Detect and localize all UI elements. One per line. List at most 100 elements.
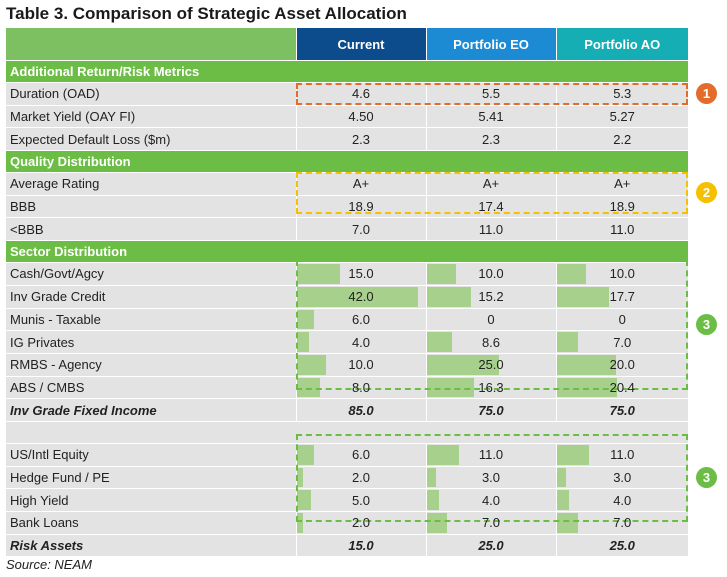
cell-value: 11.0 xyxy=(555,443,688,467)
cell-value: 18.9 xyxy=(295,195,426,219)
row-label: Expected Default Loss ($m) xyxy=(6,127,296,152)
total-label: Risk Assets xyxy=(6,534,296,558)
total-value: 25.0 xyxy=(555,534,688,558)
cell-value: 5.5 xyxy=(425,82,556,106)
badge-3-risk: 3 xyxy=(696,467,717,488)
row-label: ABS / CMBS xyxy=(6,376,296,400)
allocation-bar xyxy=(426,490,439,510)
table-row: Duration (OAD) 4.6 5.5 5.3 xyxy=(6,82,688,106)
header-portfolio-ao: Portfolio AO xyxy=(555,28,688,61)
allocation-bar xyxy=(426,377,474,398)
cell-text: 7.0 xyxy=(351,221,371,237)
cell-value: 5.41 xyxy=(425,105,556,129)
allocation-bar xyxy=(296,513,303,533)
total-value: 25.0 xyxy=(425,534,556,558)
allocation-bar xyxy=(426,467,436,488)
cell-text: 5.5 xyxy=(481,86,501,102)
row-label: Duration (OAD) xyxy=(6,82,296,106)
cell-value: 42.0 xyxy=(295,285,426,309)
allocation-bar xyxy=(296,444,314,465)
row-label: Bank Loans xyxy=(6,511,296,535)
cell-text: 4.50 xyxy=(348,109,374,125)
cell-value: 2.3 xyxy=(295,127,426,152)
allocation-bar xyxy=(556,513,578,533)
cell-value: 10.0 xyxy=(555,262,688,286)
badge-2: 2 xyxy=(696,182,717,203)
row-label: Average Rating xyxy=(6,172,296,196)
row-label: <BBB xyxy=(6,217,296,242)
cell-text: 2.3 xyxy=(351,131,371,147)
table-row: High Yield 5.0 4.0 4.0 xyxy=(6,488,688,512)
allocation-bar xyxy=(556,354,616,375)
table-row: Expected Default Loss ($m) 2.3 2.3 2.2 xyxy=(6,127,688,152)
cell-value: 20.4 xyxy=(555,376,688,400)
cell-text: 25.0 xyxy=(478,357,504,373)
cell-text: 7.0 xyxy=(613,515,632,531)
cell-value: 7.0 xyxy=(555,511,688,535)
cell-text: 6.0 xyxy=(351,311,371,327)
cell-value: 2.0 xyxy=(295,511,426,535)
spacer-row xyxy=(6,421,688,444)
total-value: 15.0 xyxy=(295,534,426,558)
header-blank xyxy=(6,28,296,61)
cell-text: 0 xyxy=(487,311,495,327)
table-row: Market Yield (OAY FI) 4.50 5.41 5.27 xyxy=(6,105,688,129)
allocation-bar xyxy=(556,264,586,284)
cell-value: 2.2 xyxy=(555,127,688,152)
allocation-bar xyxy=(426,286,471,307)
allocation-bar xyxy=(296,490,311,510)
cell-value: 4.6 xyxy=(295,82,426,106)
cell-text: 8.6 xyxy=(481,334,501,350)
total-value: 75.0 xyxy=(555,398,688,422)
cell-text: 2.2 xyxy=(613,131,632,147)
cell-text: 18.9 xyxy=(348,199,374,215)
cell-text: A+ xyxy=(352,176,370,192)
row-label: BBB xyxy=(6,195,296,219)
cell-value: 7.0 xyxy=(425,511,556,535)
allocation-bar xyxy=(556,332,578,352)
cell-value: 17.4 xyxy=(425,195,556,219)
badge-1: 1 xyxy=(696,83,717,104)
allocation-bar xyxy=(426,354,499,375)
cell-text: A+ xyxy=(614,176,631,192)
cell-text: 5.27 xyxy=(609,109,635,125)
row-label: Cash/Govt/Agcy xyxy=(6,262,296,286)
cell-text: 4.0 xyxy=(351,334,371,350)
cell-text: 8.0 xyxy=(351,379,371,395)
cell-value: 11.0 xyxy=(425,443,556,467)
cell-text: 7.0 xyxy=(481,515,501,531)
cell-value: 5.0 xyxy=(295,488,426,512)
source-note: Source: NEAM xyxy=(6,557,92,572)
cell-value: 15.0 xyxy=(295,262,426,286)
table-row: Inv Grade Credit 42.0 15.2 17.7 xyxy=(6,285,688,309)
cell-text: 20.0 xyxy=(609,357,635,373)
header-row: Current Portfolio EO Portfolio AO xyxy=(6,28,688,61)
table-row: Cash/Govt/Agcy 15.0 10.0 10.0 xyxy=(6,262,688,286)
cell-text: 15.0 xyxy=(348,266,374,282)
cell-value: 6.0 xyxy=(295,308,426,332)
cell-text: 3.0 xyxy=(481,469,501,485)
cell-text: 10.0 xyxy=(478,266,504,282)
table-row: Average Rating A+ A+ A+ xyxy=(6,172,688,196)
cell-text: 5.3 xyxy=(613,86,632,102)
cell-text: 15.2 xyxy=(478,289,504,305)
table-row: Munis - Taxable 6.0 0 0 xyxy=(6,308,688,332)
spacer-cell xyxy=(6,421,688,444)
cell-text: 2.3 xyxy=(481,131,501,147)
cell-text: 17.4 xyxy=(478,199,504,215)
allocation-bar xyxy=(296,309,314,330)
cell-text: 17.7 xyxy=(609,289,635,305)
cell-text: 10.0 xyxy=(348,357,374,373)
table-row: IG Privates 4.0 8.6 7.0 xyxy=(6,330,688,354)
cell-value: 7.0 xyxy=(555,330,688,354)
section-label: Quality Distribution xyxy=(6,150,688,174)
table-row: BBB 18.9 17.4 18.9 xyxy=(6,195,688,219)
cell-text: 4.0 xyxy=(481,492,501,508)
allocation-bar xyxy=(426,444,459,465)
table-title: Table 3. Comparison of Strategic Asset A… xyxy=(6,4,407,23)
total-row: Risk Assets 15.0 25.0 25.0 xyxy=(6,534,688,558)
row-label: High Yield xyxy=(6,488,296,512)
cell-value: 2.0 xyxy=(295,466,426,490)
allocation-bar xyxy=(296,354,326,375)
cell-text: 4.6 xyxy=(351,86,371,102)
